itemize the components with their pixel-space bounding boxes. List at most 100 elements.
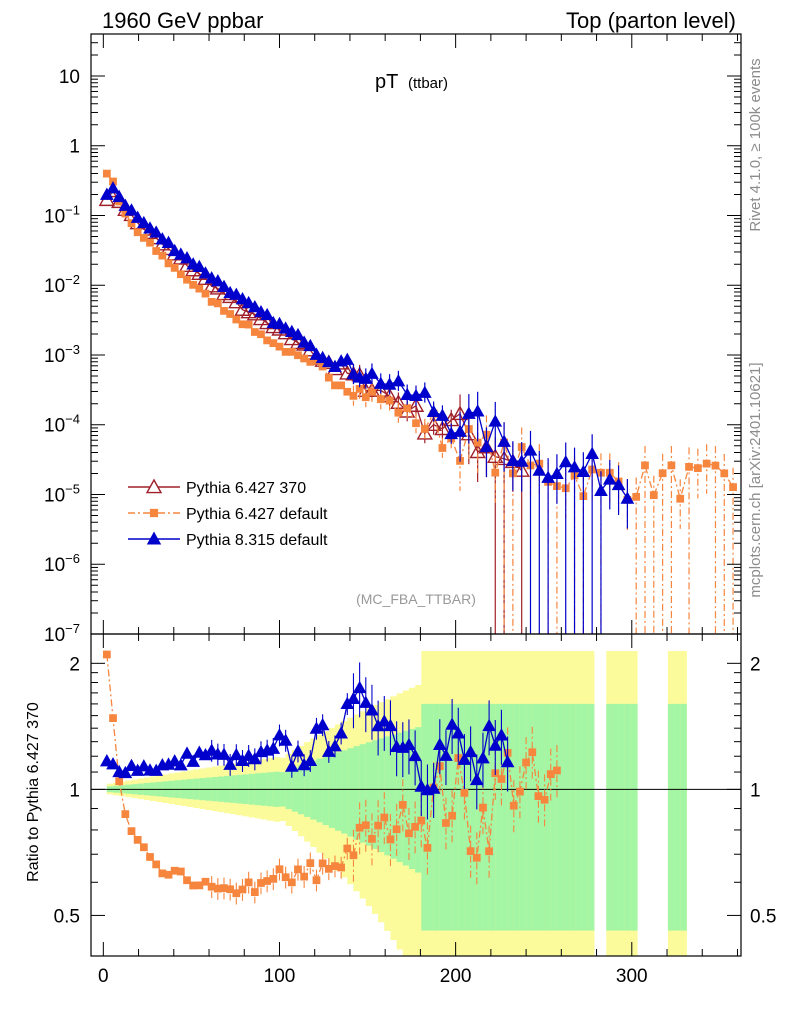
ratio-point-p6-default: [355, 823, 364, 832]
band-green: [334, 752, 342, 831]
y-tick-label: 10−1: [44, 202, 80, 227]
data-point-p8-default: [506, 453, 520, 466]
band-green: [680, 703, 687, 931]
band-green: [310, 760, 317, 820]
ratio-point-p6-default: [312, 876, 321, 885]
band-green: [544, 703, 552, 931]
data-point-p6-default: [213, 299, 222, 308]
ratio-point-p6-default: [250, 888, 259, 897]
data-point-p8-default: [488, 414, 503, 427]
ratio-point-p8-default: [457, 752, 472, 765]
ratio-point-p8-default: [500, 754, 515, 768]
ratio-point-p6-default: [294, 865, 302, 874]
ratio-point-p6-default: [466, 847, 475, 855]
ratio-point-p6-default: [176, 867, 185, 876]
data-point-p8-default: [523, 443, 538, 456]
ratio-point-p6-default: [244, 878, 253, 887]
ratio-point-p8-default: [229, 747, 244, 761]
band-green: [427, 703, 435, 931]
legend-label-p6-370: Pythia 6.427 370: [186, 480, 306, 497]
data-point-p6-default: [412, 419, 420, 428]
data-point-p8-default: [594, 483, 608, 496]
data-point-p6-default: [324, 373, 333, 382]
data-point-p8-default: [567, 460, 582, 473]
data-point-p8-default: [167, 243, 182, 257]
data-point-p6-default: [368, 388, 376, 396]
band-green: [408, 728, 416, 870]
ratio-point-p8-default: [476, 751, 490, 764]
ratio-point-p8-default: [180, 746, 194, 759]
data-point-p8-default: [198, 266, 213, 279]
band-green: [519, 703, 527, 931]
ratio-point-p6-default: [115, 777, 124, 786]
data-point-p6-default: [201, 289, 210, 298]
band-green: [384, 736, 391, 856]
y-tick-label: 10−5: [44, 481, 80, 506]
band-green: [359, 744, 367, 843]
band-green: [606, 703, 613, 931]
data-point-p8-default: [130, 210, 145, 223]
ratio-point-p8-default: [346, 691, 361, 705]
ratio-point-p8-default: [451, 726, 466, 739]
data-point-p6-default: [720, 469, 729, 478]
data-point-p8-default: [155, 232, 170, 245]
data-point-p8-default: [149, 225, 164, 238]
data-point-p8-default: [210, 274, 225, 287]
band-green: [322, 756, 330, 826]
ratio-y-tick-label-left: 2: [69, 654, 80, 675]
ratio-point-p6-default: [263, 877, 272, 885]
data-point-p8-default: [100, 187, 114, 200]
ratio-point-p6-default: [127, 827, 136, 835]
ratio-point-p6-default: [528, 748, 537, 757]
ratio-point-p6-default: [152, 860, 161, 869]
band-green: [513, 703, 521, 931]
data-point-p8-default: [217, 279, 231, 292]
data-point-p8-default: [417, 385, 432, 398]
ratio-point-p8-default: [186, 754, 201, 767]
band-green: [556, 703, 564, 931]
band-green: [575, 703, 583, 931]
series-line-p8-default: [106, 187, 628, 499]
legend-marker-p6-370: [145, 478, 163, 494]
ratio-point-p6-default: [257, 879, 265, 887]
band-green: [624, 703, 632, 931]
ratio-point-p6-default: [343, 844, 352, 853]
x-tick-label: 300: [616, 966, 648, 987]
band-green: [482, 703, 490, 931]
data-point-p8-default: [235, 292, 250, 305]
data-point-p8-default: [173, 247, 188, 260]
ratio-ylabel: Ratio to Pythia 6.427 370: [25, 702, 42, 882]
ratio-point-p8-default: [328, 739, 342, 752]
ratio-point-p6-default: [368, 834, 376, 843]
ratio-point-p8-default: [402, 737, 416, 751]
data-point-p8-default: [321, 354, 336, 368]
ratio-point-p6-default: [109, 714, 117, 722]
ratio-point-p6-default: [546, 770, 555, 778]
band-green: [587, 703, 595, 931]
data-point-p6-default: [420, 425, 429, 433]
band-green: [563, 703, 570, 931]
ratio-point-p8-default: [217, 747, 231, 760]
band-green: [316, 758, 324, 823]
ratio-point-p6-default: [386, 835, 395, 844]
ratio-point-p8-default: [247, 751, 262, 765]
ratio-point-p6-default: [300, 872, 309, 881]
data-point-p8-default: [315, 350, 330, 364]
data-point-p8-default: [602, 472, 617, 485]
data-point-p8-default: [241, 295, 256, 309]
data-point-p6-default: [170, 263, 179, 272]
band-green: [501, 703, 509, 931]
data-point-p6-default: [355, 384, 364, 393]
ratio-point-p6-default: [139, 843, 148, 852]
ratio-point-p8-default: [278, 733, 293, 746]
legend: Pythia 6.427 370 Pythia 6.427 default Py…: [128, 478, 328, 549]
ratio-point-p8-default: [352, 680, 367, 694]
band-green: [390, 734, 398, 859]
ratio-point-p6-default: [411, 822, 419, 831]
ratio-y-tick-label-right: 1: [750, 780, 761, 801]
data-point-p6-default: [658, 469, 667, 478]
data-point-p8-default: [303, 338, 318, 352]
data-point-p8-default: [192, 259, 207, 273]
band-green: [433, 703, 441, 931]
ratio-point-p8-default: [408, 748, 422, 762]
